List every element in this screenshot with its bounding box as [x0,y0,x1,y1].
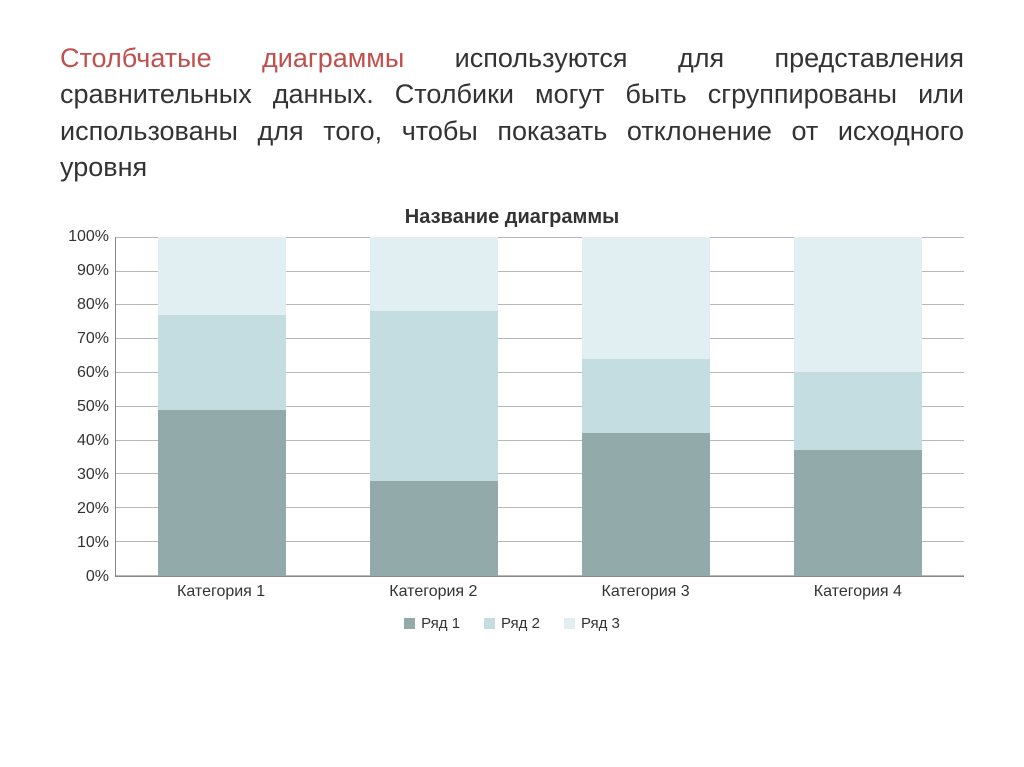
legend-item: Ряд 1 [404,615,460,632]
bar-segment [794,237,921,373]
legend-label: Ряд 2 [501,615,540,632]
bars-container [116,237,964,576]
legend-label: Ряд 1 [421,615,460,632]
bar-segment [582,433,709,575]
y-axis: 100%90%80%70%60%50%40%30%20%10%0% [60,237,115,577]
x-axis-label: Категория 1 [115,583,327,601]
chart-container: Название диаграммы 100%90%80%70%60%50%40… [60,206,964,632]
legend-swatch [404,618,415,629]
bar-segment [370,237,497,312]
legend-label: Ряд 3 [581,615,620,632]
x-axis-label: Категория 2 [327,583,539,601]
legend-swatch [564,618,575,629]
plot-row: 100%90%80%70%60%50%40%30%20%10%0% [60,237,964,577]
bar-group [794,237,921,576]
x-axis-label: Категория 3 [540,583,752,601]
legend: Ряд 1 Ряд 2 Ряд 3 [60,615,964,632]
legend-swatch [484,618,495,629]
chart-title: Название диаграммы [60,206,964,229]
x-axis-label: Категория 4 [752,583,964,601]
x-axis: Категория 1Категория 2Категория 3Категор… [115,583,964,601]
legend-item: Ряд 2 [484,615,540,632]
bar-segment [794,450,921,575]
plot-area [115,237,964,577]
chart-description: Столбчатые диаграммы используются для пр… [60,40,964,186]
bar-segment [370,481,497,576]
bar-group [582,237,709,576]
bar-segment [158,410,285,576]
bar-group [158,237,285,576]
bar-segment [158,237,285,315]
bar-segment [158,315,285,410]
legend-item: Ряд 3 [564,615,620,632]
bar-segment [582,359,709,434]
bar-group [370,237,497,576]
description-highlight: Столбчатые диаграммы [60,43,404,73]
bar-segment [582,237,709,359]
bar-segment [794,372,921,450]
bar-segment [370,311,497,481]
